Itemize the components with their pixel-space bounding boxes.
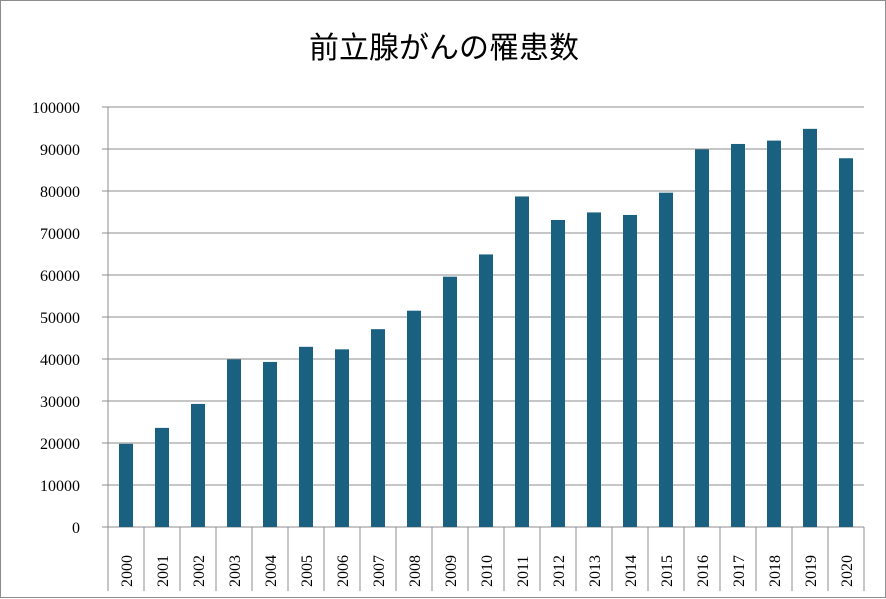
- y-tick-labels: 0 10000 20000 30000 40000 50000 60000 70000 8000…: [32, 100, 80, 537]
- bar-2020: [839, 158, 853, 528]
- bar-2006: [335, 349, 349, 527]
- x-tick-label: 2002: [191, 555, 208, 587]
- y-tick-label: 100000: [32, 100, 80, 117]
- x-tick-label: 2020: [839, 555, 856, 587]
- y-tick-label: 0: [72, 520, 80, 537]
- bar-2008: [407, 310, 421, 527]
- x-tick-labels: 2000 2001 2002 2003 2004 2005 2006 2007 2008 2009…: [119, 555, 856, 587]
- y-tick-label: 50000: [40, 310, 80, 327]
- x-tick-label: 2004: [263, 555, 280, 587]
- x-tick-label: 2014: [623, 555, 640, 587]
- x-tick-label: 2005: [299, 555, 316, 587]
- x-tick-label: 2010: [479, 555, 496, 587]
- y-tick-label: 70000: [40, 226, 80, 243]
- x-tick-label: 2012: [551, 555, 568, 587]
- chart-title: 前立腺がんの罹患数: [309, 31, 579, 66]
- x-tick-label: 2013: [587, 555, 604, 587]
- bar-2005: [299, 346, 313, 527]
- bar-2000: [119, 443, 133, 527]
- x-tick-label: 2015: [659, 555, 676, 587]
- bar-2016: [695, 149, 709, 528]
- y-tick-label: 20000: [40, 436, 80, 453]
- x-tick-label: 2006: [335, 555, 352, 587]
- bar-2018: [767, 140, 781, 527]
- bars: [119, 128, 853, 528]
- bar-2007: [371, 329, 385, 527]
- bar-2003: [227, 359, 241, 527]
- y-tick-label: 80000: [40, 184, 80, 201]
- y-tick-label: 10000: [40, 478, 80, 495]
- x-tick-label: 2017: [731, 555, 748, 587]
- x-tick-label: 2011: [515, 556, 532, 587]
- x-tick-label: 2008: [407, 555, 424, 587]
- x-tick-label: 2009: [443, 555, 460, 587]
- x-tick-label: 2018: [767, 555, 784, 587]
- bar-2011: [515, 196, 529, 527]
- bar-2010: [479, 254, 493, 528]
- x-tick-label: 2019: [803, 555, 820, 587]
- y-tick-label: 40000: [40, 352, 80, 369]
- bar-2019: [803, 128, 817, 527]
- bar-2013: [587, 212, 601, 528]
- bar-2015: [659, 192, 673, 527]
- bar-2002: [191, 403, 205, 527]
- bar-2001: [155, 427, 169, 527]
- bar-2014: [623, 214, 637, 527]
- bar-2017: [731, 143, 745, 527]
- bar-2004: [263, 361, 277, 527]
- bar-2012: [551, 219, 565, 528]
- y-tick-label: 30000: [40, 394, 80, 411]
- x-tick-label: 2007: [371, 555, 388, 587]
- x-tick-label: 2003: [227, 555, 244, 587]
- y-tick-label: 90000: [40, 142, 80, 159]
- x-tick-label: 2016: [695, 555, 712, 587]
- bar-2009: [443, 276, 457, 527]
- y-tick-label: 60000: [40, 268, 80, 285]
- x-tick-label: 2001: [155, 555, 172, 587]
- x-tick-label: 2000: [119, 555, 136, 587]
- axes: [102, 106, 865, 591]
